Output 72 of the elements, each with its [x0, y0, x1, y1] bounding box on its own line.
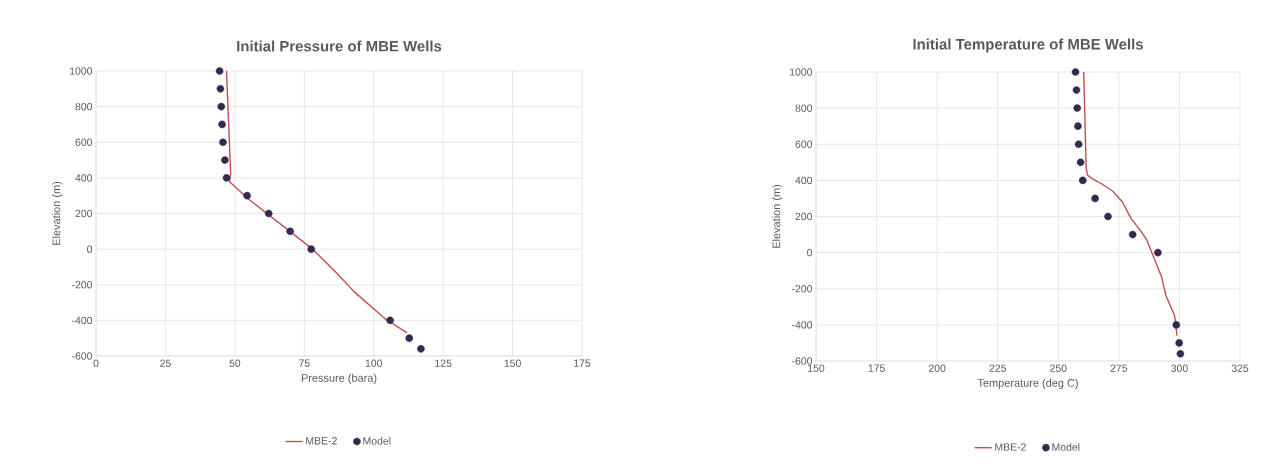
y-tick-label: 0	[807, 248, 813, 257]
y-tick-label: -400	[72, 316, 93, 325]
x-axis-title: Temperature (deg C)	[977, 378, 1078, 389]
point	[264, 209, 273, 218]
point	[1078, 176, 1087, 185]
point	[307, 245, 316, 253]
chart-title: Initial Temperature of MBE Wells	[913, 38, 1143, 53]
x-tick-label: 100	[365, 359, 383, 367]
point	[386, 316, 394, 325]
chart-title: Initial Pressure of MBE Wells	[237, 40, 442, 52]
y-tick-label: 200	[75, 209, 93, 218]
point	[217, 102, 226, 111]
y-axis-title: Elevation (m)	[52, 181, 63, 245]
point	[222, 174, 231, 182]
legend-label: MBE-2	[306, 437, 337, 445]
point	[1071, 68, 1080, 76]
point	[219, 138, 227, 147]
point	[1176, 349, 1185, 358]
point	[218, 120, 226, 129]
y-tick-label: 1000	[790, 68, 813, 76]
point	[215, 67, 224, 75]
point	[1076, 158, 1085, 167]
point	[405, 334, 414, 342]
y-tick-label: 200	[795, 212, 813, 221]
point	[221, 156, 229, 164]
y-tick-label: 800	[795, 104, 813, 112]
x-tick-label: 275	[1110, 364, 1128, 372]
x-tick-label: 0	[93, 359, 99, 367]
point	[1175, 339, 1183, 347]
x-tick-label: 200	[928, 364, 946, 372]
point	[243, 191, 251, 200]
point	[417, 345, 425, 353]
point	[1104, 212, 1112, 221]
x-tick-label: 150	[504, 359, 521, 367]
y-tick-label: -200	[72, 281, 93, 289]
legend-label: MBE-2	[995, 443, 1026, 451]
x-tick-label: 225	[989, 364, 1007, 372]
y-tick-label: 800	[75, 102, 93, 111]
x-tick-label: 300	[1171, 364, 1188, 372]
x-tick-label: 250	[1050, 364, 1067, 372]
legend-label: Model	[1052, 443, 1080, 451]
y-tick-label: -600	[792, 357, 813, 365]
y-tick-label: -200	[792, 285, 813, 293]
y-tick-label: 0	[87, 245, 93, 253]
point	[1072, 86, 1081, 94]
x-tick-label: 25	[160, 359, 171, 367]
x-tick-label: 75	[299, 359, 310, 367]
x-tick-label: 325	[1231, 364, 1249, 372]
y-tick-label: -600	[72, 352, 93, 360]
point	[216, 85, 225, 93]
x-tick-label: 175	[868, 364, 885, 372]
y-tick-label: -400	[792, 321, 813, 329]
y-tick-label: 600	[75, 138, 93, 146]
point	[1074, 140, 1083, 149]
x-tick-label: 125	[435, 359, 452, 367]
point	[1128, 230, 1137, 239]
x-tick-label: 50	[229, 359, 241, 367]
legend-label: Model	[363, 436, 391, 445]
point	[1154, 248, 1162, 257]
y-tick-label: 1000	[70, 67, 93, 75]
point	[1073, 104, 1081, 112]
point	[1172, 321, 1181, 329]
x-axis-title: Pressure (bara)	[301, 373, 377, 384]
y-tick-label: 400	[75, 174, 93, 182]
x-tick-label: 175	[574, 359, 591, 367]
y-tick-label: 400	[795, 176, 813, 185]
point	[1091, 194, 1099, 203]
point	[1074, 122, 1082, 130]
y-axis-title: Elevation (m)	[772, 184, 783, 248]
y-tick-label: 600	[795, 140, 813, 148]
x-tick-label: 150	[808, 364, 825, 372]
point	[286, 227, 294, 236]
